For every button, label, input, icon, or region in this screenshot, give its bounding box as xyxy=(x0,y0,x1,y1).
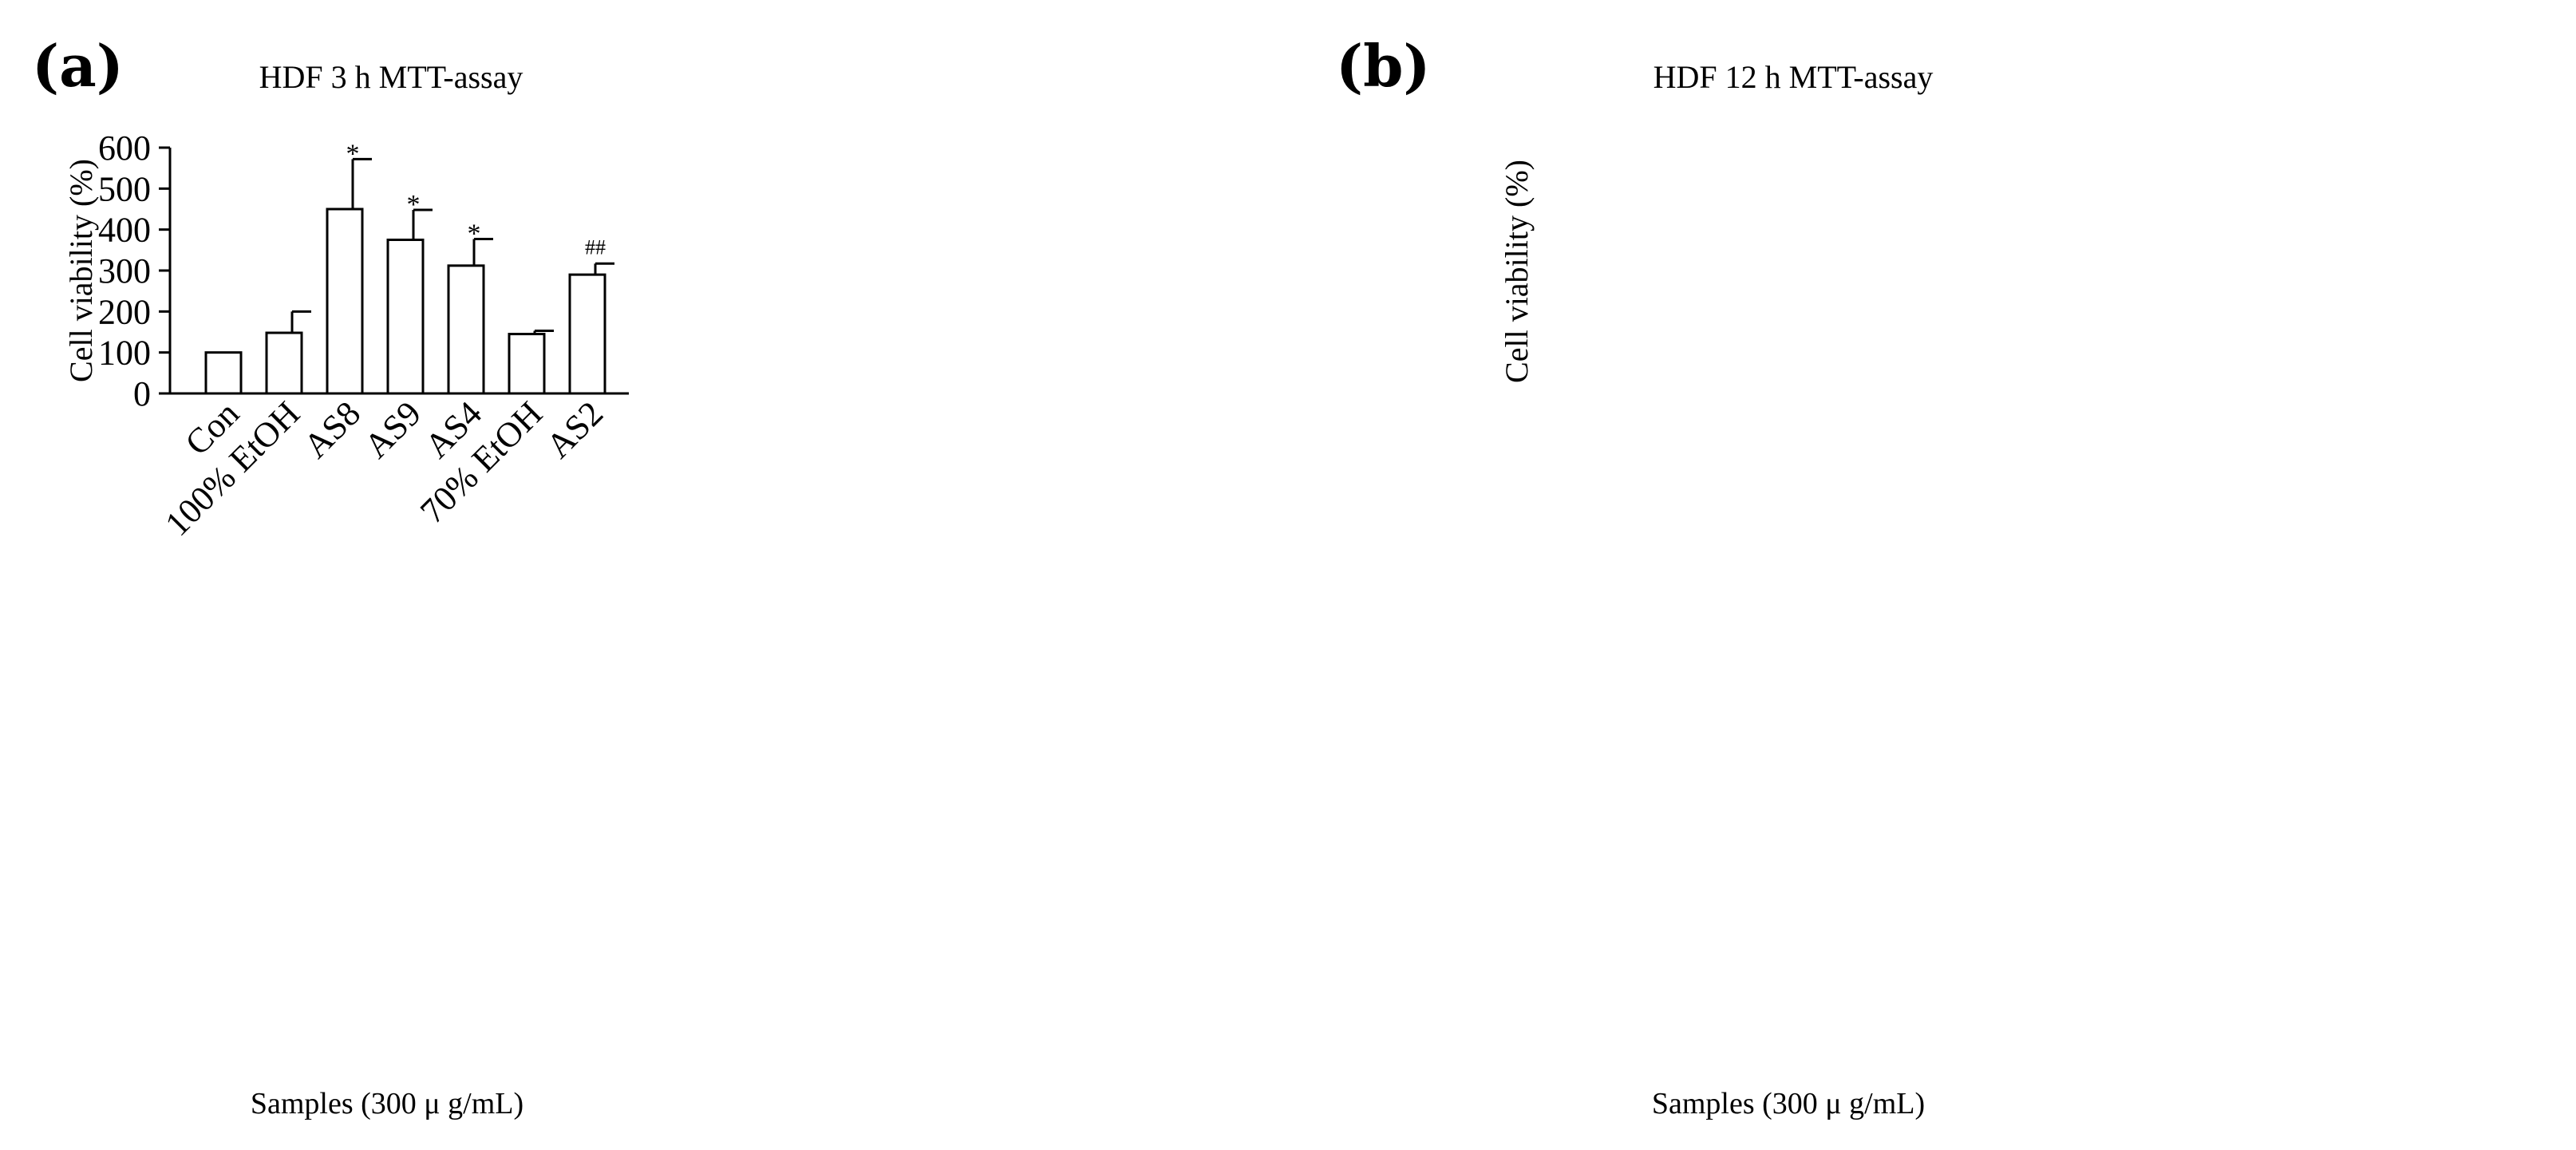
x-tick-label: AS9 xyxy=(357,393,429,465)
significance-marker: * xyxy=(407,190,421,219)
chart-title: HDF 12 h MTT-assay xyxy=(1653,59,1934,95)
bar xyxy=(447,264,485,395)
bar xyxy=(204,351,243,395)
y-tick-label: 600 xyxy=(98,128,151,168)
bar xyxy=(386,239,425,395)
x-axis-label: Samples (300 μ g/mL) xyxy=(251,1087,523,1120)
y-tick-label: 200 xyxy=(98,292,151,331)
panel-label: (b) xyxy=(1336,32,1431,100)
bar-chart-12h: HDF 12 h MTT-assay050100150200250300Cell… xyxy=(1499,59,1934,1120)
x-tick-label: AS8 xyxy=(296,393,368,465)
panel-b: (b) HDF 12 h MTT-assay050100150200250300… xyxy=(1288,0,2576,1150)
chart-title: HDF 3 h MTT-assay xyxy=(259,59,523,95)
y-axis-label: Cell viability (%) xyxy=(63,159,99,382)
bar xyxy=(568,273,606,395)
x-axis-label: Samples (300 μ g/mL) xyxy=(1652,1087,1925,1120)
significance-marker: * xyxy=(346,139,360,168)
bar xyxy=(508,333,546,395)
panel-label: (a) xyxy=(32,32,124,100)
bar-chart-3h: HDF 3 h MTT-assay 0100200300400500600Cell… xyxy=(63,59,629,1120)
significance-marker: * xyxy=(468,219,481,248)
y-tick-label: 300 xyxy=(98,251,151,290)
x-tick-label: AS2 xyxy=(539,393,610,465)
significance-marker: ## xyxy=(585,235,606,259)
y-tick-label: 0 xyxy=(133,374,151,413)
panel-a: (a) HDF 3 h MTT-assay 0 100 200 300 400 500 600… xyxy=(32,32,629,1120)
y-tick-label: 100 xyxy=(98,334,151,373)
bar xyxy=(265,331,303,395)
y-axis-label: Cell viability (%) xyxy=(1499,160,1535,383)
y-tick-label: 400 xyxy=(98,211,151,250)
bar xyxy=(326,207,364,395)
y-tick-label: 500 xyxy=(98,169,151,208)
